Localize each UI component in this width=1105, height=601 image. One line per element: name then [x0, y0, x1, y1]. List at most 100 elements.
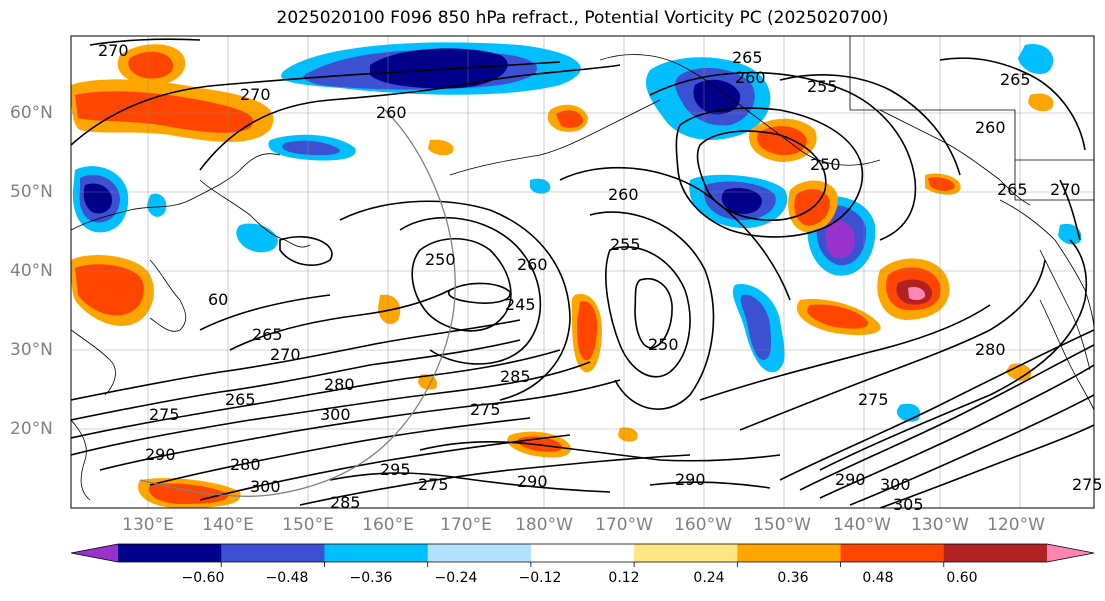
contour-label: 265: [997, 180, 1028, 199]
lon-label: 170°E: [440, 515, 492, 535]
lon-label: 180°W: [515, 515, 573, 535]
gridlines: [71, 36, 1094, 508]
colorbar-segment: [221, 544, 325, 562]
contour-label: 60: [208, 290, 228, 309]
contour-label: 275: [418, 475, 449, 494]
pv-blob: [75, 91, 254, 133]
contour-label: 260: [517, 255, 548, 274]
lon-label: 150°E: [282, 515, 334, 535]
lat-label: 60°N: [10, 103, 53, 123]
contour-label: 285: [330, 493, 361, 512]
contour-label: 275: [470, 400, 501, 419]
colorbar-tick-label: 0.24: [693, 570, 725, 586]
contour-label: 275: [149, 405, 180, 424]
contour-label: 265: [732, 48, 763, 67]
plot-frame: [70, 35, 1095, 509]
contour-label: 280: [324, 375, 355, 394]
pv-blob: [370, 48, 508, 89]
colorbar-segment: [737, 544, 842, 562]
colorbar-segment: [943, 544, 1048, 562]
pv-blob: [1028, 93, 1054, 112]
lat-label: 50°N: [10, 182, 53, 202]
colorbar-tick-label: −0.48: [265, 570, 309, 586]
lon-label: 130°W: [911, 515, 969, 535]
colorbar-segment: [427, 544, 532, 562]
pv-blob: [428, 139, 454, 156]
pv-blob: [908, 286, 926, 301]
contour-label: 300: [250, 477, 281, 496]
pv-blob: [1006, 363, 1032, 381]
pv-blob: [236, 223, 278, 253]
lon-label: 140°E: [202, 515, 254, 535]
contour-label: 265: [225, 390, 256, 409]
colorbar-segment: [840, 544, 945, 562]
refractivity-contours: [71, 38, 1094, 508]
lon-label: 160°E: [362, 515, 414, 535]
contour-label: 280: [230, 455, 261, 474]
contour-label: 295: [380, 460, 411, 479]
colorbar-extend-max: [1047, 544, 1094, 562]
contour-label: 290: [145, 445, 176, 464]
chart-title: 2025020100 F096 850 hPa refract., Potent…: [276, 8, 889, 28]
colorbar-tick-label: −0.24: [434, 570, 478, 586]
lon-label: 120°W: [987, 515, 1045, 535]
contour-label: 250: [810, 155, 841, 174]
pv-blob: [618, 427, 638, 442]
colorbar-segment: [118, 544, 222, 562]
contour-label: 260: [975, 118, 1006, 137]
contour-label: 270: [240, 85, 271, 104]
contour-label: 255: [807, 77, 838, 96]
pv-blob: [693, 79, 741, 115]
contour-label: 250: [425, 250, 456, 269]
pv-blob: [148, 483, 229, 504]
contour-label: 270: [1050, 180, 1081, 199]
colorbar-tick-label: 0.36: [777, 570, 809, 586]
pv-blob: [128, 51, 174, 79]
filled-contours: [71, 42, 1082, 508]
lon-label: 130°E: [122, 515, 174, 535]
contour-label: 275: [858, 390, 889, 409]
pv-blob: [147, 193, 167, 217]
pv-blob: [378, 294, 401, 325]
contour-label: 290: [675, 470, 706, 489]
contour-label: 270: [270, 345, 301, 364]
colorbar-extend-min: [71, 544, 118, 562]
contour-label: 280: [975, 340, 1006, 359]
lat-label: 20°N: [10, 419, 53, 439]
boundary-line: [139, 109, 456, 497]
coastlines: [71, 36, 1094, 501]
colorbar-tick-label: 0.60: [946, 570, 978, 586]
contour-label: 290: [517, 472, 548, 491]
contour-label: 270: [98, 41, 129, 60]
lon-label: 140°W: [833, 515, 891, 535]
pv-blob: [740, 294, 772, 360]
colorbar-tick-label: −0.36: [349, 570, 393, 586]
colorbar-tick-label: −0.60: [181, 570, 225, 586]
contour-label: 265: [252, 325, 283, 344]
colorbar-segment: [634, 544, 738, 562]
contour-label: 305: [893, 495, 924, 514]
contour-label: 265: [1000, 70, 1031, 89]
lon-label: 170°W: [595, 515, 653, 535]
contour-label: 260: [376, 103, 407, 122]
pv-blob: [1058, 223, 1082, 245]
pv-blob: [83, 183, 112, 214]
colorbar-segment: [530, 544, 635, 562]
pv-blob: [721, 188, 762, 214]
contour-label: 250: [648, 335, 679, 354]
pv-blob: [556, 110, 583, 128]
colorbar-tick-label: −0.12: [518, 570, 562, 586]
lon-label: 150°W: [753, 515, 811, 535]
contour-label: 245: [505, 295, 536, 314]
contour-label: 285: [500, 367, 531, 386]
contour-label: 300: [880, 475, 911, 494]
pv-blob: [75, 264, 144, 316]
contour-label: 255: [610, 235, 641, 254]
contour-label: 290: [835, 470, 866, 489]
pv-blob: [530, 178, 551, 194]
pv-blob: [577, 301, 598, 361]
lat-label: 40°N: [10, 261, 53, 281]
colorbar-tick-label: 0.48: [862, 570, 894, 586]
pv-blob: [928, 177, 955, 191]
